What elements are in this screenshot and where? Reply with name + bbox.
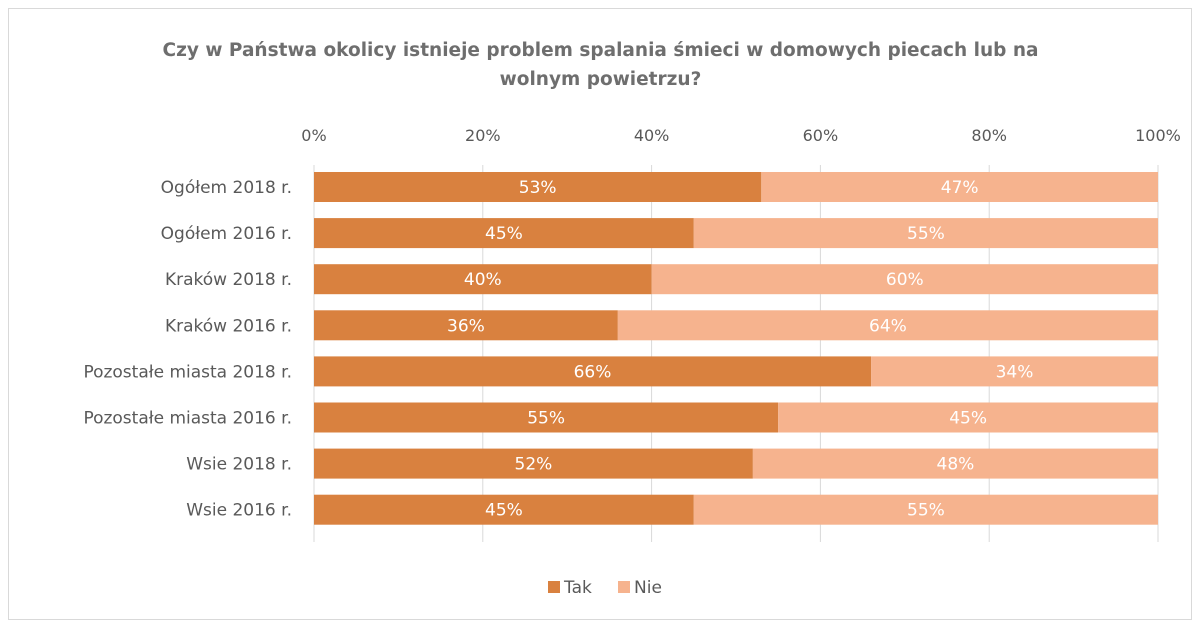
- x-tick-label: 80%: [971, 126, 1007, 145]
- bar-tak: [314, 356, 872, 387]
- data-label-nie: 64%: [869, 316, 907, 336]
- bar-nie: [752, 448, 1158, 479]
- data-label-tak: 45%: [485, 224, 523, 244]
- category-label: Ogółem 2016 r.: [161, 224, 292, 244]
- data-label-tak: 40%: [464, 270, 502, 290]
- bar-tak: [314, 402, 779, 433]
- category-label: Ogółem 2018 r.: [161, 178, 292, 198]
- x-tick-label: 20%: [465, 126, 501, 145]
- bar-nie: [761, 172, 1158, 202]
- x-tick-label: 0%: [301, 126, 326, 145]
- data-label-nie: 34%: [996, 362, 1034, 382]
- legend-label-nie: Nie: [634, 578, 662, 598]
- category-label: Kraków 2016 r.: [165, 316, 292, 336]
- data-label-tak: 36%: [447, 316, 485, 336]
- data-label-nie: 48%: [937, 455, 975, 475]
- bar-nie: [871, 356, 1158, 387]
- data-label-tak: 55%: [527, 409, 565, 429]
- legend-swatch-nie: [618, 581, 630, 593]
- data-label-tak: 52%: [515, 455, 553, 475]
- category-label: Kraków 2018 r.: [165, 270, 292, 290]
- data-label-tak: 53%: [519, 178, 557, 198]
- legend-label-tak: Tak: [563, 578, 592, 598]
- category-label: Pozostałe miasta 2016 r.: [83, 409, 292, 429]
- chart-title-line-1: Czy w Państwa okolicy istnieje problem s…: [162, 40, 1039, 61]
- data-label-nie: 47%: [941, 178, 979, 198]
- category-label: Wsie 2016 r.: [186, 501, 292, 521]
- data-label-nie: 45%: [949, 409, 987, 429]
- data-label-nie: 55%: [907, 224, 945, 244]
- legend-swatch-tak: [548, 581, 560, 593]
- category-label: Wsie 2018 r.: [186, 455, 292, 475]
- data-label-nie: 55%: [907, 501, 945, 521]
- bar-nie: [651, 264, 1158, 295]
- x-tick-label: 100%: [1135, 126, 1181, 145]
- bar-tak: [314, 264, 652, 295]
- bar-nie: [778, 402, 1158, 433]
- data-label-tak: 45%: [485, 501, 523, 521]
- bar-nie: [693, 494, 1158, 525]
- bar-tak: [314, 494, 694, 525]
- bar-nie: [617, 310, 1158, 341]
- data-label-nie: 60%: [886, 270, 924, 290]
- category-label: Pozostałe miasta 2018 r.: [83, 362, 292, 382]
- bar-tak: [314, 172, 762, 202]
- bar-tak: [314, 448, 753, 479]
- x-tick-label: 60%: [803, 126, 839, 145]
- x-tick-label: 40%: [634, 126, 670, 145]
- bar-nie: [693, 218, 1158, 249]
- chart-title: Czy w Państwa okolicy istnieje problem s…: [0, 36, 1201, 94]
- chart-title-line-2: wolnym powietrzu?: [499, 69, 702, 90]
- bar-tak: [314, 310, 618, 341]
- bar-tak: [314, 218, 694, 249]
- data-label-tak: 66%: [574, 362, 612, 382]
